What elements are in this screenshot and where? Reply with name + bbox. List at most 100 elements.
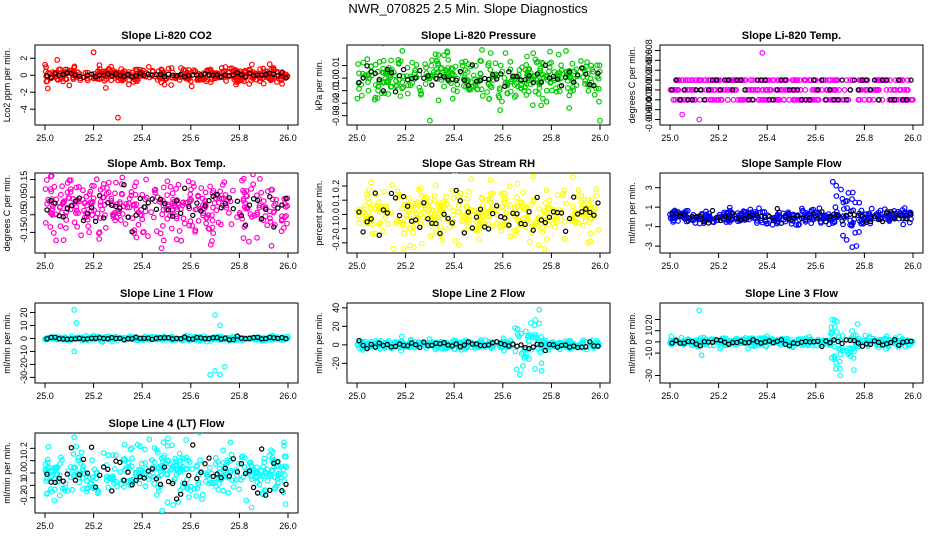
data-point [364,220,370,227]
data-point [218,196,225,203]
data-point [73,184,80,191]
data-point [260,80,267,87]
data-point [212,460,219,467]
data-point [234,77,241,83]
data-point [405,82,411,89]
data-point [241,204,248,211]
data-point [140,228,147,235]
data-point [478,86,485,93]
data-point [150,214,157,221]
data-point [128,192,135,199]
data-point [187,186,194,193]
data-point [567,88,574,95]
data-point [419,192,425,199]
data-point [571,341,577,347]
data-point-black [105,200,111,206]
data-point [210,480,217,487]
data-point-black [121,182,127,188]
data-point [561,235,568,242]
data-point [73,203,80,210]
data-point [409,59,416,66]
y-tick-label: 40 [331,303,341,313]
data-point [209,212,215,219]
data-point [365,87,372,94]
x-tick-label: 25.4 [133,261,151,271]
data-point-black [855,87,862,93]
data-point [429,214,436,221]
data-point-black [218,474,224,481]
data-point [248,462,254,469]
data-point [703,96,709,103]
data-point [530,50,537,57]
data-point-black [473,214,480,220]
x-tick-label: 25.0 [661,133,679,143]
data-point [402,226,409,233]
chart-title: Slope Line 4 (LT) Flow [109,418,225,430]
data-point [79,187,86,194]
data-point-black [222,465,228,471]
x-tick-label: 25.0 [36,261,54,271]
data-point [382,214,389,221]
data-point [368,338,375,345]
x-tick-label: 25.2 [397,391,415,401]
data-point-black [417,67,423,74]
data-point-black [770,217,777,223]
data-point [530,173,536,180]
data-point [569,60,576,67]
data-point [254,464,260,471]
data-point-black [558,82,565,89]
data-point [197,457,204,464]
data-point [376,221,382,228]
data-point [93,475,100,482]
data-point-black [888,339,894,346]
data-point-black [823,97,829,103]
data-point [180,480,186,487]
data-point [253,192,260,199]
data-point [750,341,757,348]
data-point [537,67,543,74]
data-point [264,222,271,229]
data-point [42,61,49,68]
data-point-black [713,214,720,221]
data-point-black [851,337,858,344]
data-point [479,217,485,224]
data-point [479,47,485,53]
data-point [566,105,573,111]
data-point-black [380,88,386,94]
data-point [99,185,106,191]
data-point-black [279,488,285,494]
y-tick-label: -20 [331,357,341,370]
data-point [264,477,271,484]
data-point-black [892,216,898,222]
data-point [191,148,196,153]
data-point [501,197,508,203]
data-point-black [835,97,841,103]
data-point-black [157,481,164,487]
data-point-black [709,207,716,214]
data-point [555,70,561,76]
data-point [158,472,165,479]
data-point-outlier [90,49,97,56]
data-point [543,236,550,243]
data-point-black [722,339,728,345]
data-point-black [186,472,192,479]
data-point [563,71,570,78]
data-point-black [145,200,151,206]
data-point [94,210,101,217]
data-point [281,439,287,446]
data-point [360,59,367,66]
data-point [861,96,868,103]
data-point [282,501,289,508]
data-point-black [133,212,139,218]
data-point [225,209,232,216]
data-point [121,68,128,74]
data-point [190,183,197,190]
data-point [72,210,79,216]
data-point [454,88,461,95]
y-tick-label: 0.1 [331,194,341,207]
data-point [900,221,907,228]
data-point-black [453,341,459,347]
